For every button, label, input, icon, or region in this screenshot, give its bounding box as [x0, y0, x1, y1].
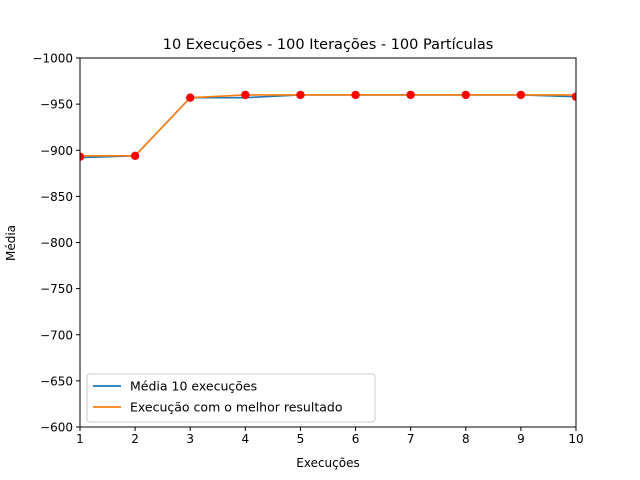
data-point-marker [186, 93, 195, 102]
legend-box [86, 373, 376, 423]
x-tick-label: 1 [76, 432, 84, 446]
y-tick-label: −1000 [32, 52, 73, 66]
legend-label-1: Média 10 execuções [130, 379, 257, 394]
y-tick-label: −800 [40, 236, 73, 250]
axes-frame [79, 57, 577, 428]
x-tick-label: 5 [297, 432, 305, 446]
data-point-marker [80, 152, 85, 161]
data-point-marker [571, 92, 576, 101]
y-axis-label: Média [4, 225, 18, 261]
x-tick-label: 7 [407, 432, 415, 446]
data-point-marker [516, 90, 526, 100]
x-tick-label: 6 [352, 432, 360, 446]
series-line-2 [80, 94, 576, 157]
x-tick-label: 9 [517, 432, 525, 446]
chart-title: 10 Execuções - 100 Iterações - 100 Partí… [163, 37, 494, 53]
y-tick-label: −850 [40, 190, 73, 204]
y-tick-label: −700 [40, 328, 73, 342]
x-tick-label: 10 [568, 432, 583, 446]
x-tick-label: 4 [242, 432, 250, 446]
y-tick-label: −900 [40, 144, 73, 158]
y-tick-label: −650 [40, 374, 73, 388]
series-line-1 [80, 94, 576, 159]
data-point-marker [461, 90, 470, 100]
x-axis-label: Execuções [296, 456, 359, 470]
data-point-marker [351, 90, 360, 100]
y-tick-label: −750 [40, 282, 73, 296]
x-tick-label: 8 [462, 432, 470, 446]
y-tick-label: −950 [40, 98, 73, 112]
data-point-marker [296, 90, 305, 100]
data-point-marker [130, 151, 140, 160]
data-point-marker [241, 90, 250, 100]
y-tick-label: −600 [40, 421, 73, 435]
legend: Média 10 execuções Execução com o melhor … [86, 373, 376, 423]
x-tick-label: 2 [131, 432, 139, 446]
plot-area: 1 2 3 4 5 6 7 8 9 10 −1000 −950 −900 −850 −800 −750 −700… [32, 52, 583, 447]
data-point-marker [406, 90, 415, 100]
series-group [80, 90, 576, 161]
legend-label-2: Execução com o melhor resultado [130, 400, 342, 415]
x-tick-label: 3 [186, 432, 194, 446]
